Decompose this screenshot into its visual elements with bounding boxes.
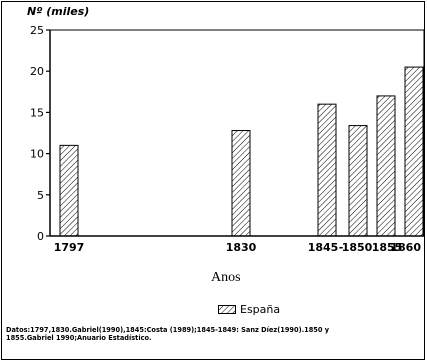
legend-label: España [240,303,281,316]
x-axis-title: Anos [211,270,241,285]
source-note: Datos:1797,1830.Gabriel(1990),1845:Costa… [6,326,330,342]
legend-swatch [218,305,236,314]
y-tick-label-25: 25 [30,24,44,37]
x-tick-separator: - [339,241,344,254]
y-tick-label-5: 5 [37,189,44,202]
bar-1830 [231,130,251,237]
y-tick-label-0: 0 [37,230,44,243]
legend: España [218,303,280,316]
bar-1855 [376,95,396,237]
x-tick-label-1797: 1797 [54,241,85,254]
y-axis-label: Nº (miles) [27,5,90,18]
bar-1850 [348,125,368,237]
x-tick-label-1860: 1860 [390,241,421,254]
bar-1797 [59,144,79,237]
x-tick-label-1850: 1850 [342,241,373,254]
x-tick-label-1830: 1830 [226,241,257,254]
bar-1860 [404,66,424,237]
y-tick-label-10: 10 [30,148,44,161]
y-tick-label-20: 20 [30,65,44,78]
x-tick-label-1845: 1845 [308,241,339,254]
bar-1845 [317,103,337,237]
x-tick-label-1855: 1855 [372,241,403,254]
y-tick-label-15: 15 [30,106,44,119]
